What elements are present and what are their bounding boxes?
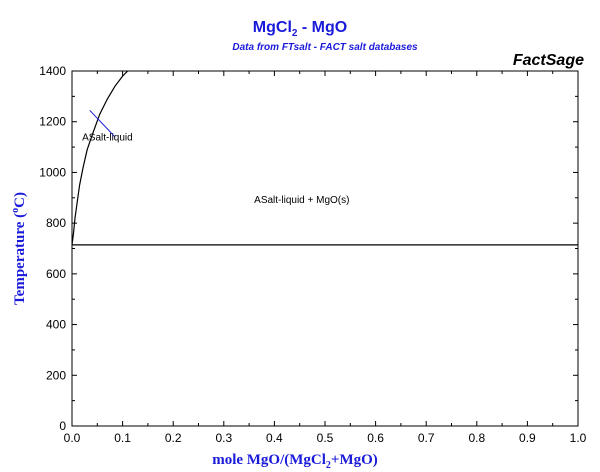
y-tick-label: 600 <box>46 267 66 281</box>
x-tick-label: 0.5 <box>317 431 334 445</box>
y-axis-title: Temperature (oC) <box>10 192 28 305</box>
chart-title: MgCl2 - MgO <box>0 19 600 39</box>
x-tick-label: 0.6 <box>367 431 384 445</box>
liquidus-curve <box>71 70 129 245</box>
x-tick-label: 0.7 <box>418 431 435 445</box>
x-axis-title: mole MgO/(MgCl2+MgO) <box>212 452 378 471</box>
y-tick-label: 1200 <box>39 115 66 129</box>
x-tick-label: 0.9 <box>519 431 536 445</box>
x-tick-label: 0.8 <box>468 431 485 445</box>
x-tick-label: 0.0 <box>64 431 81 445</box>
y-tick-label: 200 <box>46 368 66 382</box>
factsage-brand: FactSage <box>512 52 584 69</box>
x-tick-label: 0.4 <box>266 431 283 445</box>
title-subscript: 2 <box>291 28 298 40</box>
x-tick-label: 0.2 <box>165 431 182 445</box>
y-tick-label: 400 <box>46 318 66 332</box>
chart-subtitle: Data from FTsalt - FACT salt databases <box>232 42 418 53</box>
title-suffix: - MgO <box>297 19 348 36</box>
annotation-pointer <box>89 109 116 138</box>
title-prefix: MgCl <box>252 19 292 36</box>
y-tick-label: 1000 <box>39 165 66 179</box>
x-tick-label: 1.0 <box>570 431 587 445</box>
x-tick-label: 0.3 <box>215 431 232 445</box>
region-label: ASalt-liquid <box>82 133 133 144</box>
plot-frame <box>71 70 579 427</box>
y-tick-label: 1400 <box>39 64 66 78</box>
region-label: ASalt-liquid + MgO(s) <box>254 195 349 206</box>
y-tick-label: 0 <box>59 419 66 433</box>
x-tick-label: 0.1 <box>114 431 131 445</box>
y-tick-label: 800 <box>46 216 66 230</box>
